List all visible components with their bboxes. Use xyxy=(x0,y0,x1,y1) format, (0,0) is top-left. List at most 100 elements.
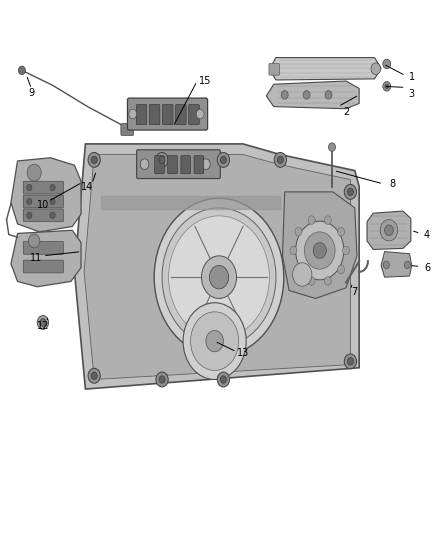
Circle shape xyxy=(27,198,32,205)
Circle shape xyxy=(220,156,226,164)
Circle shape xyxy=(27,212,32,219)
Circle shape xyxy=(295,265,302,273)
FancyBboxPatch shape xyxy=(137,150,220,179)
Circle shape xyxy=(281,91,288,99)
Circle shape xyxy=(274,152,286,167)
Circle shape xyxy=(91,372,97,379)
Circle shape xyxy=(217,152,230,167)
Polygon shape xyxy=(74,144,359,389)
Circle shape xyxy=(18,66,25,75)
FancyBboxPatch shape xyxy=(127,98,208,130)
Circle shape xyxy=(183,303,246,379)
Circle shape xyxy=(347,188,353,196)
Circle shape xyxy=(344,354,357,369)
Circle shape xyxy=(88,152,100,167)
Circle shape xyxy=(201,256,237,298)
Circle shape xyxy=(91,156,97,164)
Circle shape xyxy=(28,234,40,248)
Circle shape xyxy=(325,216,332,224)
Circle shape xyxy=(313,243,326,259)
FancyBboxPatch shape xyxy=(269,63,279,75)
Text: 6: 6 xyxy=(424,263,430,272)
Circle shape xyxy=(217,372,230,387)
Circle shape xyxy=(296,221,344,280)
Circle shape xyxy=(385,84,389,88)
Text: 15: 15 xyxy=(199,76,211,86)
Text: 9: 9 xyxy=(28,88,35,98)
Circle shape xyxy=(325,277,332,285)
Circle shape xyxy=(162,208,276,346)
FancyBboxPatch shape xyxy=(23,181,64,194)
Circle shape xyxy=(380,220,398,241)
Circle shape xyxy=(196,109,204,119)
Circle shape xyxy=(383,261,389,269)
Circle shape xyxy=(191,312,239,370)
Text: 8: 8 xyxy=(389,180,395,189)
Circle shape xyxy=(308,216,315,224)
Circle shape xyxy=(347,358,353,365)
Circle shape xyxy=(343,246,350,255)
Circle shape xyxy=(325,91,332,99)
Circle shape xyxy=(159,156,165,164)
Circle shape xyxy=(88,368,100,383)
Circle shape xyxy=(129,109,137,119)
Circle shape xyxy=(140,159,149,169)
Circle shape xyxy=(404,261,410,269)
Circle shape xyxy=(371,63,381,75)
FancyBboxPatch shape xyxy=(168,156,177,174)
Text: 11: 11 xyxy=(30,253,42,263)
Circle shape xyxy=(304,232,335,269)
Circle shape xyxy=(338,265,345,273)
Circle shape xyxy=(50,184,55,191)
FancyBboxPatch shape xyxy=(194,156,204,174)
Polygon shape xyxy=(381,252,412,277)
Circle shape xyxy=(37,316,49,329)
FancyBboxPatch shape xyxy=(149,104,160,125)
Circle shape xyxy=(308,277,315,285)
Text: 1: 1 xyxy=(409,72,415,82)
Circle shape xyxy=(344,184,357,199)
Circle shape xyxy=(385,225,393,236)
Circle shape xyxy=(50,212,55,219)
Circle shape xyxy=(290,246,297,255)
FancyBboxPatch shape xyxy=(162,104,173,125)
Polygon shape xyxy=(283,192,357,298)
FancyBboxPatch shape xyxy=(155,156,164,174)
Polygon shape xyxy=(367,211,411,249)
FancyBboxPatch shape xyxy=(121,124,134,135)
Circle shape xyxy=(293,263,312,286)
FancyBboxPatch shape xyxy=(23,195,64,208)
Text: 7: 7 xyxy=(352,287,358,296)
Text: 3: 3 xyxy=(409,89,415,99)
Circle shape xyxy=(169,216,269,338)
Circle shape xyxy=(338,228,345,236)
Text: 4: 4 xyxy=(424,230,430,239)
Text: 2: 2 xyxy=(343,107,349,117)
FancyBboxPatch shape xyxy=(136,104,147,125)
Circle shape xyxy=(220,376,226,383)
Circle shape xyxy=(209,265,229,289)
Circle shape xyxy=(40,319,46,326)
Circle shape xyxy=(201,159,210,169)
FancyBboxPatch shape xyxy=(176,104,186,125)
Text: 13: 13 xyxy=(237,349,250,358)
Circle shape xyxy=(295,228,302,236)
Polygon shape xyxy=(84,155,350,379)
FancyBboxPatch shape xyxy=(181,156,191,174)
FancyBboxPatch shape xyxy=(189,104,199,125)
Circle shape xyxy=(27,184,32,191)
Circle shape xyxy=(154,198,284,356)
Circle shape xyxy=(206,330,223,352)
Circle shape xyxy=(303,91,310,99)
Circle shape xyxy=(328,143,336,151)
Circle shape xyxy=(277,156,283,164)
Circle shape xyxy=(383,82,391,91)
FancyBboxPatch shape xyxy=(23,209,64,222)
Polygon shape xyxy=(269,58,381,80)
Circle shape xyxy=(156,152,168,167)
Circle shape xyxy=(159,376,165,383)
Text: 10: 10 xyxy=(37,200,49,209)
FancyBboxPatch shape xyxy=(23,260,64,273)
Circle shape xyxy=(156,372,168,387)
Polygon shape xyxy=(11,158,81,232)
